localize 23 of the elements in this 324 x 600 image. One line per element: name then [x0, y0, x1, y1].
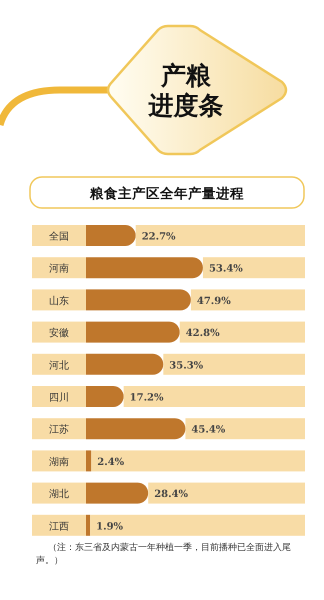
data-label: 47.9%: [196, 296, 232, 307]
y-tick-label: 江西: [49, 520, 69, 532]
y-tick-label: 河北: [49, 359, 69, 372]
data-label: 35.3%: [169, 360, 204, 372]
y-tick-label: 山东: [49, 294, 69, 307]
y-tick-label: 河南: [49, 262, 69, 275]
data-label: 53.4%: [208, 264, 244, 275]
data-label: 45.4%: [191, 424, 226, 436]
y-tick-label: 江苏: [49, 424, 69, 436]
chart-subtitle: 粮食主产区全年产量进程: [89, 185, 244, 202]
data-label: 17.2%: [130, 392, 164, 404]
data-label: 42.8%: [186, 328, 220, 340]
y-tick-label: 湖北: [49, 488, 69, 500]
data-label: 22.7%: [142, 232, 176, 242]
y-tick-label: 四川: [49, 392, 69, 404]
y-tick-label: 湖南: [49, 456, 69, 468]
data-label: 2.4%: [97, 456, 125, 468]
data-label: 1.9%: [96, 521, 124, 532]
data-label: 28.4%: [154, 489, 189, 500]
text: （注：东三省及内蒙古一年种植一季，目前播种已全面进入尾声。）: [36, 542, 292, 568]
chart-title: 产粮进度条: [148, 61, 224, 120]
y-tick-label: 全国: [49, 230, 69, 242]
y-tick-label: 安徽: [49, 327, 69, 340]
